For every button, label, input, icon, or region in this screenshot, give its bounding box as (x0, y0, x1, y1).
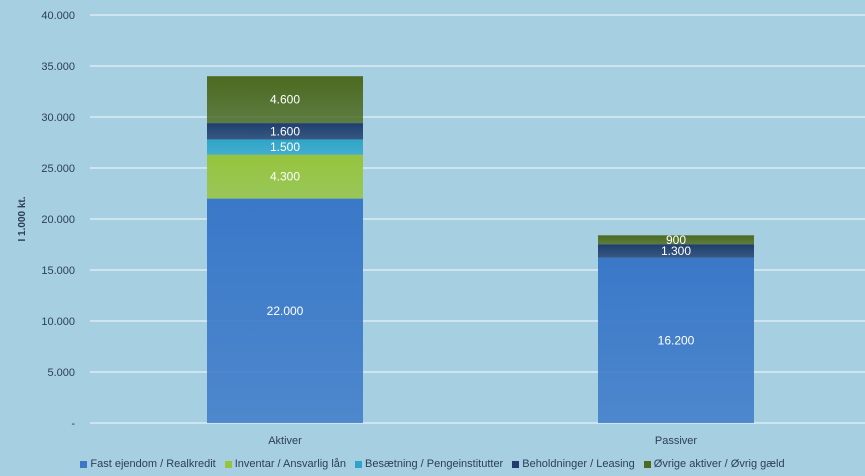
chart-legend: Fast ejendom / Realkredit Inventar / Ansv… (0, 458, 865, 470)
y-tick-label: 25.000 (41, 163, 75, 175)
bar-segment (598, 235, 754, 245)
legend-label: Inventar / Ansvarlig lån (234, 458, 347, 470)
legend-swatch (512, 460, 520, 468)
legend-swatch (355, 460, 363, 468)
y-tick-label: 15.000 (41, 265, 75, 277)
legend-label: Beholdninger / Leasing (522, 458, 635, 470)
legend-label: Øvrige aktiver / Øvrig gæld (653, 458, 785, 470)
y-tick-label: 20.000 (41, 214, 75, 226)
y-tick-label: 5.000 (47, 367, 75, 379)
data-label: 900 (666, 233, 686, 247)
data-label: 1.500 (270, 140, 300, 154)
data-label: 4.600 (270, 93, 300, 107)
y-tick-label: 35.000 (41, 61, 75, 73)
bar-segment (598, 244, 754, 258)
data-label: 1.600 (270, 124, 300, 138)
legend-label: Besætning / Pengeinstitutter (365, 458, 504, 470)
legend-item: Beholdninger / Leasing (512, 458, 635, 470)
y-tick-label: 30.000 (41, 112, 75, 124)
data-label: 1.300 (661, 244, 691, 258)
legend-label: Fast ejendom / Realkredit (90, 458, 216, 470)
y-tick-label: 40.000 (41, 10, 75, 22)
legend-item: Inventar / Ansvarlig lån (224, 458, 347, 470)
y-tick-label: 10.000 (41, 316, 75, 328)
legend-swatch (80, 460, 88, 468)
chart-canvas: - 5.000 10.000 15.000 20.000 25.000 30.000 35.0… (17, 10, 865, 447)
legend-swatch (224, 460, 232, 468)
legend-item: Øvrige aktiver / Øvrig gæld (643, 458, 785, 470)
y-tick-label: - (71, 418, 75, 430)
y-axis-title: I 1.000 kt. (17, 196, 28, 241)
data-label: 22.000 (267, 304, 304, 318)
bar-segment (207, 198, 363, 423)
bar-segment (207, 139, 363, 155)
bar-segment (598, 257, 754, 423)
legend-swatch (643, 460, 651, 468)
bar-segment (207, 76, 363, 124)
x-category-label: Passiver (655, 435, 698, 447)
x-category-label: Aktiver (268, 435, 302, 447)
data-label: 4.300 (270, 170, 300, 184)
bar-segment (207, 123, 363, 140)
legend-item: Besætning / Pengeinstitutter (355, 458, 503, 470)
bar-segment (207, 154, 363, 199)
data-label: 16.200 (658, 333, 695, 347)
legend-item: Fast ejendom / Realkredit (80, 458, 216, 470)
